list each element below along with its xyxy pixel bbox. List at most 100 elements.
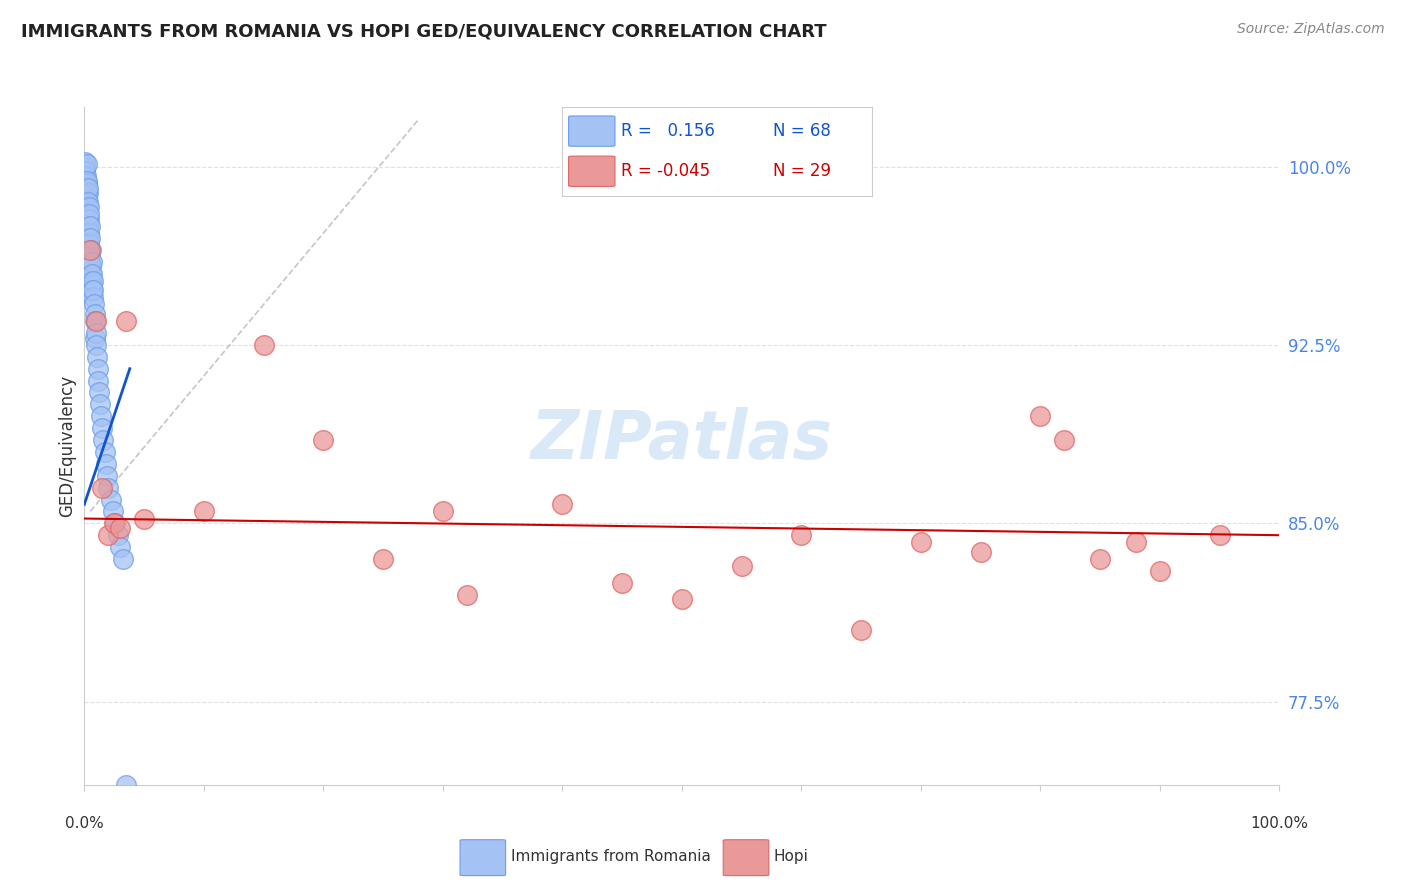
Text: 100.0%: 100.0% <box>1250 816 1309 831</box>
Point <box>107 528 129 542</box>
Point <box>77 226 100 240</box>
Point <box>103 516 125 531</box>
Point <box>80 254 103 268</box>
Point <box>93 433 115 447</box>
Point <box>970 545 993 559</box>
Text: R =   0.156: R = 0.156 <box>621 122 716 140</box>
Point <box>75 169 97 183</box>
Point <box>79 254 101 268</box>
Point <box>75 188 97 202</box>
Point <box>77 219 100 233</box>
Point <box>86 338 108 352</box>
Point <box>91 481 114 495</box>
Point <box>1029 409 1052 424</box>
Point <box>87 374 110 388</box>
Point <box>77 181 100 195</box>
Point <box>82 283 104 297</box>
Point <box>75 154 97 169</box>
Point <box>83 297 105 311</box>
Point <box>82 290 104 304</box>
Point <box>849 624 872 638</box>
Point <box>90 409 112 424</box>
Point <box>790 528 813 542</box>
Point <box>76 186 98 200</box>
Point <box>100 492 122 507</box>
Point <box>76 211 98 226</box>
Point <box>94 457 117 471</box>
Point <box>1149 564 1171 578</box>
Point <box>75 195 97 210</box>
Point <box>432 504 454 518</box>
Point <box>84 326 107 340</box>
Text: Hopi: Hopi <box>773 849 808 863</box>
Point <box>93 445 115 459</box>
Point <box>610 575 633 590</box>
Point <box>551 497 574 511</box>
Point <box>79 267 101 281</box>
Point <box>193 504 215 518</box>
Point <box>104 516 127 531</box>
Point <box>111 552 134 566</box>
Point <box>79 231 101 245</box>
Point <box>75 178 97 193</box>
Point <box>80 274 103 288</box>
Point <box>79 219 101 233</box>
Point <box>91 421 114 435</box>
FancyBboxPatch shape <box>568 116 614 146</box>
Text: N = 68: N = 68 <box>773 122 831 140</box>
Point <box>253 338 276 352</box>
FancyBboxPatch shape <box>723 839 769 876</box>
Point <box>115 778 138 792</box>
Point <box>132 511 156 525</box>
Point <box>80 243 103 257</box>
Point <box>671 592 693 607</box>
Point <box>86 314 108 328</box>
Point <box>97 481 120 495</box>
Point <box>110 540 132 554</box>
Point <box>731 559 754 574</box>
Text: Immigrants from Romania: Immigrants from Romania <box>510 849 710 863</box>
Point <box>312 433 335 447</box>
Point <box>75 183 97 197</box>
Text: Source: ZipAtlas.com: Source: ZipAtlas.com <box>1237 22 1385 37</box>
Point <box>1088 552 1111 566</box>
Point <box>76 174 98 188</box>
Point <box>77 211 100 226</box>
Text: 0.0%: 0.0% <box>65 816 104 831</box>
Point <box>79 250 101 264</box>
Point <box>80 278 103 293</box>
FancyBboxPatch shape <box>568 156 614 186</box>
Point <box>96 468 118 483</box>
Point <box>1125 535 1147 549</box>
Point <box>84 314 107 328</box>
Point <box>82 283 104 297</box>
Point <box>82 274 104 288</box>
Point <box>76 157 98 171</box>
Point <box>83 307 105 321</box>
Point <box>77 195 100 210</box>
Point <box>84 331 107 345</box>
Text: N = 29: N = 29 <box>773 162 831 180</box>
Point <box>101 504 124 518</box>
Point <box>82 267 104 281</box>
Point <box>371 552 394 566</box>
Point <box>76 202 98 217</box>
Point <box>86 361 108 376</box>
Point <box>1208 528 1232 542</box>
Point <box>77 207 100 221</box>
Point <box>76 190 98 204</box>
Point <box>80 260 103 274</box>
Point <box>79 243 101 257</box>
Y-axis label: GED/Equivalency: GED/Equivalency <box>58 375 76 517</box>
Point <box>86 350 108 364</box>
Point <box>910 535 932 549</box>
Point <box>456 588 478 602</box>
Point <box>75 164 97 178</box>
Text: IMMIGRANTS FROM ROMANIA VS HOPI GED/EQUIVALENCY CORRELATION CHART: IMMIGRANTS FROM ROMANIA VS HOPI GED/EQUI… <box>21 22 827 40</box>
Point <box>79 235 101 250</box>
Point <box>77 243 100 257</box>
Point <box>73 160 96 174</box>
Point <box>87 385 110 400</box>
Point <box>97 528 120 542</box>
Point <box>77 200 100 214</box>
